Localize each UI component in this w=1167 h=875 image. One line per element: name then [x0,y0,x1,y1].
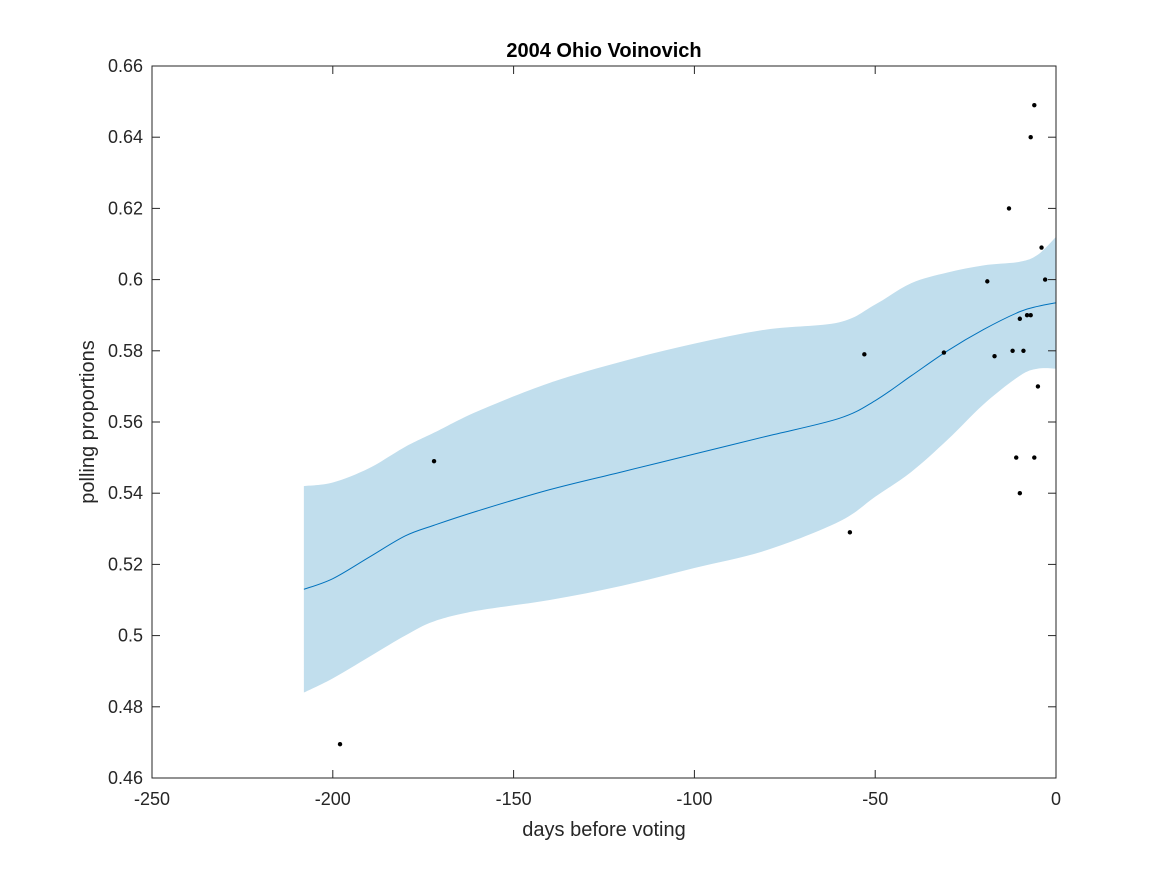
x-tick-label: -150 [496,789,532,809]
data-point [1039,245,1044,250]
y-tick-label: 0.6 [118,270,143,290]
data-point [1014,455,1019,460]
data-point [847,530,853,535]
chart-title: 2004 Ohio Voinovich [506,40,701,62]
x-axis-ticks: -250 -200 -150 -100 -50 0 [134,66,1061,809]
y-tick-label: 0.66 [108,56,143,76]
data-point [1042,277,1048,282]
x-tick-label: 0 [1051,789,1061,809]
y-tick-label: 0.58 [108,341,143,361]
y-tick-label: 0.54 [108,483,143,503]
data-point [1010,348,1015,353]
plot-area [303,102,1057,747]
data-point [1017,491,1023,496]
y-tick-label: 0.5 [118,626,143,646]
data-point [1032,102,1037,108]
y-tick-label: 0.48 [108,697,143,717]
data-point [1006,206,1012,211]
y-axis-label: polling proportions [77,340,99,503]
data-point [992,353,997,359]
x-tick-label: -200 [315,789,351,809]
y-tick-label: 0.52 [108,554,143,574]
x-tick-label: -100 [676,789,712,809]
data-point [337,741,343,747]
trend-line [303,302,1057,590]
data-point [1028,135,1033,140]
y-tick-label: 0.56 [108,412,143,432]
data-point [985,279,990,284]
y-axis-ticks: 0.46 0.48 0.5 0.52 0.54 0.56 0.58 0.6 0.62 0.64 0.… [108,56,1056,788]
data-point [862,352,867,357]
x-axis-label: days before voting [522,819,685,841]
data-point [1032,455,1037,460]
y-tick-label: 0.62 [108,198,143,218]
y-tick-label: 0.46 [108,768,143,788]
x-tick-label: -250 [134,789,170,809]
data-point [1024,313,1030,318]
data-point [431,458,437,464]
data-points [337,102,1048,747]
data-point [1021,348,1026,353]
data-point [1028,313,1033,318]
y-tick-label: 0.64 [108,127,143,147]
data-point [1035,384,1041,389]
confidence-band [303,236,1056,693]
data-point [1017,316,1023,321]
data-point [941,350,947,355]
x-tick-label: -50 [862,789,888,809]
